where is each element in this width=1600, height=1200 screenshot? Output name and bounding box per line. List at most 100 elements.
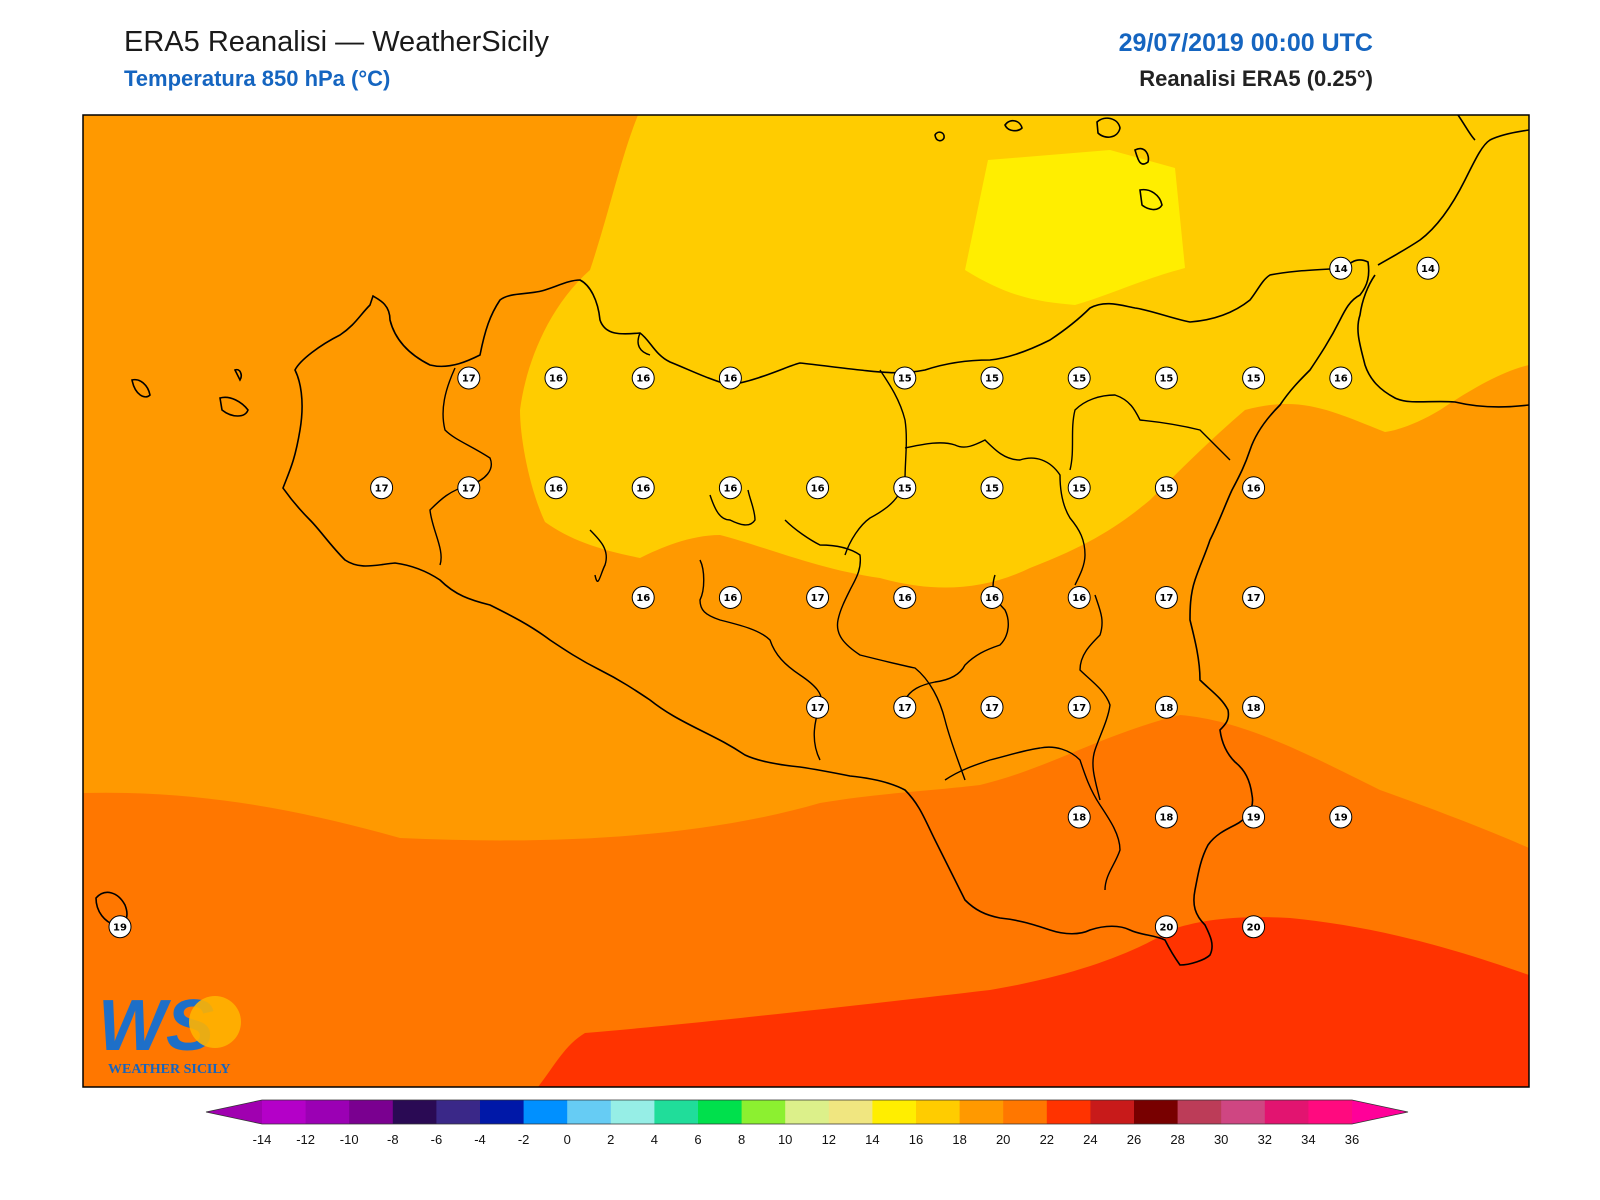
valid-datetime: 29/07/2019 00:00 UTC <box>1118 29 1373 57</box>
colorbar-min-extend <box>206 1100 262 1124</box>
station-marker <box>893 366 917 390</box>
station-value: 19 <box>1334 813 1348 824</box>
colorbar-tick-label: 6 <box>694 1132 701 1147</box>
colorbar-cell <box>959 1100 1004 1124</box>
station-marker <box>893 695 917 719</box>
station-marker <box>544 366 568 390</box>
station-marker <box>631 476 655 500</box>
station-value: 17 <box>462 374 476 385</box>
colorbar-cell <box>392 1100 437 1124</box>
station-marker <box>631 366 655 390</box>
station-marker <box>1329 366 1353 390</box>
station-value: 18 <box>1072 813 1086 824</box>
station-marker <box>1329 805 1353 829</box>
colorbar-tick-label: 26 <box>1127 1132 1141 1147</box>
colorbar-cell <box>828 1100 873 1124</box>
station-value: 17 <box>1247 593 1261 604</box>
colorbar-tick-label: -12 <box>296 1132 315 1147</box>
colorbar-tick-label: -8 <box>387 1132 399 1147</box>
colorbar-cell <box>1003 1100 1048 1124</box>
station-marker <box>1067 805 1091 829</box>
station-value: 17 <box>462 483 476 494</box>
colorbar-cell <box>1177 1100 1222 1124</box>
station-value: 16 <box>549 374 563 385</box>
station-value: 17 <box>1159 593 1173 604</box>
station-marker <box>1154 805 1178 829</box>
station-marker <box>1242 695 1266 719</box>
station-value: 15 <box>1072 374 1086 385</box>
colorbar-tick-label: 34 <box>1301 1132 1315 1147</box>
station-value: 18 <box>1159 813 1173 824</box>
colorbar-cell <box>741 1100 786 1124</box>
station-marker <box>718 586 742 609</box>
station-value: 16 <box>636 374 650 385</box>
colorbar-cell <box>523 1100 568 1124</box>
station-marker <box>980 695 1004 719</box>
map-frame <box>82 114 1530 1088</box>
station-marker <box>370 476 394 500</box>
colorbar-cell <box>1090 1100 1135 1124</box>
station-value: 19 <box>1247 813 1261 824</box>
colorbar-tick-label: 20 <box>996 1132 1010 1147</box>
station-value: 16 <box>723 593 737 604</box>
colorbar-tick-label: 12 <box>822 1132 836 1147</box>
model-label: Reanalisi ERA5 (0.25°) <box>1139 66 1373 91</box>
colorbar-tick-label: -14 <box>253 1132 272 1147</box>
station-value: 17 <box>811 593 825 604</box>
station-value: 17 <box>375 483 389 494</box>
colorbar-tick-label: 8 <box>738 1132 745 1147</box>
colorbar-cell <box>1308 1100 1353 1124</box>
station-value: 16 <box>898 593 912 604</box>
colorbar-cell <box>567 1100 612 1124</box>
station-marker <box>1242 586 1266 609</box>
colorbar-tick-label: 4 <box>651 1132 658 1147</box>
station-value: 20 <box>1247 922 1261 933</box>
station-marker <box>1067 695 1091 719</box>
colorbar-cell <box>1134 1100 1179 1124</box>
station-marker <box>893 586 917 609</box>
station-marker <box>1154 915 1178 939</box>
aeolian-islands <box>934 117 1163 211</box>
station-marker <box>1154 476 1178 500</box>
station-marker <box>1242 366 1266 390</box>
colorbar-tick-label: 2 <box>607 1132 614 1147</box>
logo-sun-icon <box>189 996 241 1048</box>
station-marker <box>980 586 1004 609</box>
colorbar-tick-label: 28 <box>1170 1132 1184 1147</box>
station-value: 17 <box>985 703 999 714</box>
colorbar-tick-label: 30 <box>1214 1132 1228 1147</box>
coastlines <box>95 115 1529 966</box>
station-value: 16 <box>636 483 650 494</box>
station-value: 15 <box>1072 483 1086 494</box>
station-marker <box>806 476 830 500</box>
station-value: 15 <box>985 483 999 494</box>
station-value: 16 <box>1334 374 1348 385</box>
sicily-coast <box>282 259 1370 966</box>
colorbar-tick-label: 18 <box>952 1132 966 1147</box>
colorbar-cell <box>305 1100 350 1124</box>
colorbar-cell <box>610 1100 655 1124</box>
colorbar-tick-label: 32 <box>1258 1132 1272 1147</box>
colorbar-cell <box>654 1100 699 1124</box>
colorbar-cell <box>1221 1100 1266 1124</box>
colorbar-tick-label: -2 <box>518 1132 530 1147</box>
station-value: 15 <box>1159 483 1173 494</box>
band-20-22 <box>538 917 1529 1087</box>
colorbar-outline <box>205 1099 1409 1125</box>
colorbar-tick-label: 36 <box>1345 1132 1359 1147</box>
station-marker <box>631 586 655 609</box>
station-value: 16 <box>985 593 999 604</box>
colorbar-tick-label: 10 <box>778 1132 792 1147</box>
colorbar-cell <box>916 1100 961 1124</box>
station-value: 18 <box>1247 703 1261 714</box>
station-markers: 17 16 16 16 15 15 15 15 15 16 14 14 17 17 16 16 16 16 15 15… <box>108 256 1440 939</box>
colorbar-tick-label: -10 <box>340 1132 359 1147</box>
station-value: 16 <box>723 483 737 494</box>
calabria-coast <box>1357 129 1529 408</box>
station-value: 16 <box>1247 483 1261 494</box>
station-marker <box>1154 366 1178 390</box>
station-value: 17 <box>1072 703 1086 714</box>
colorbar-tick-label: 24 <box>1083 1132 1097 1147</box>
calabria-coast-2 <box>1457 115 1476 141</box>
